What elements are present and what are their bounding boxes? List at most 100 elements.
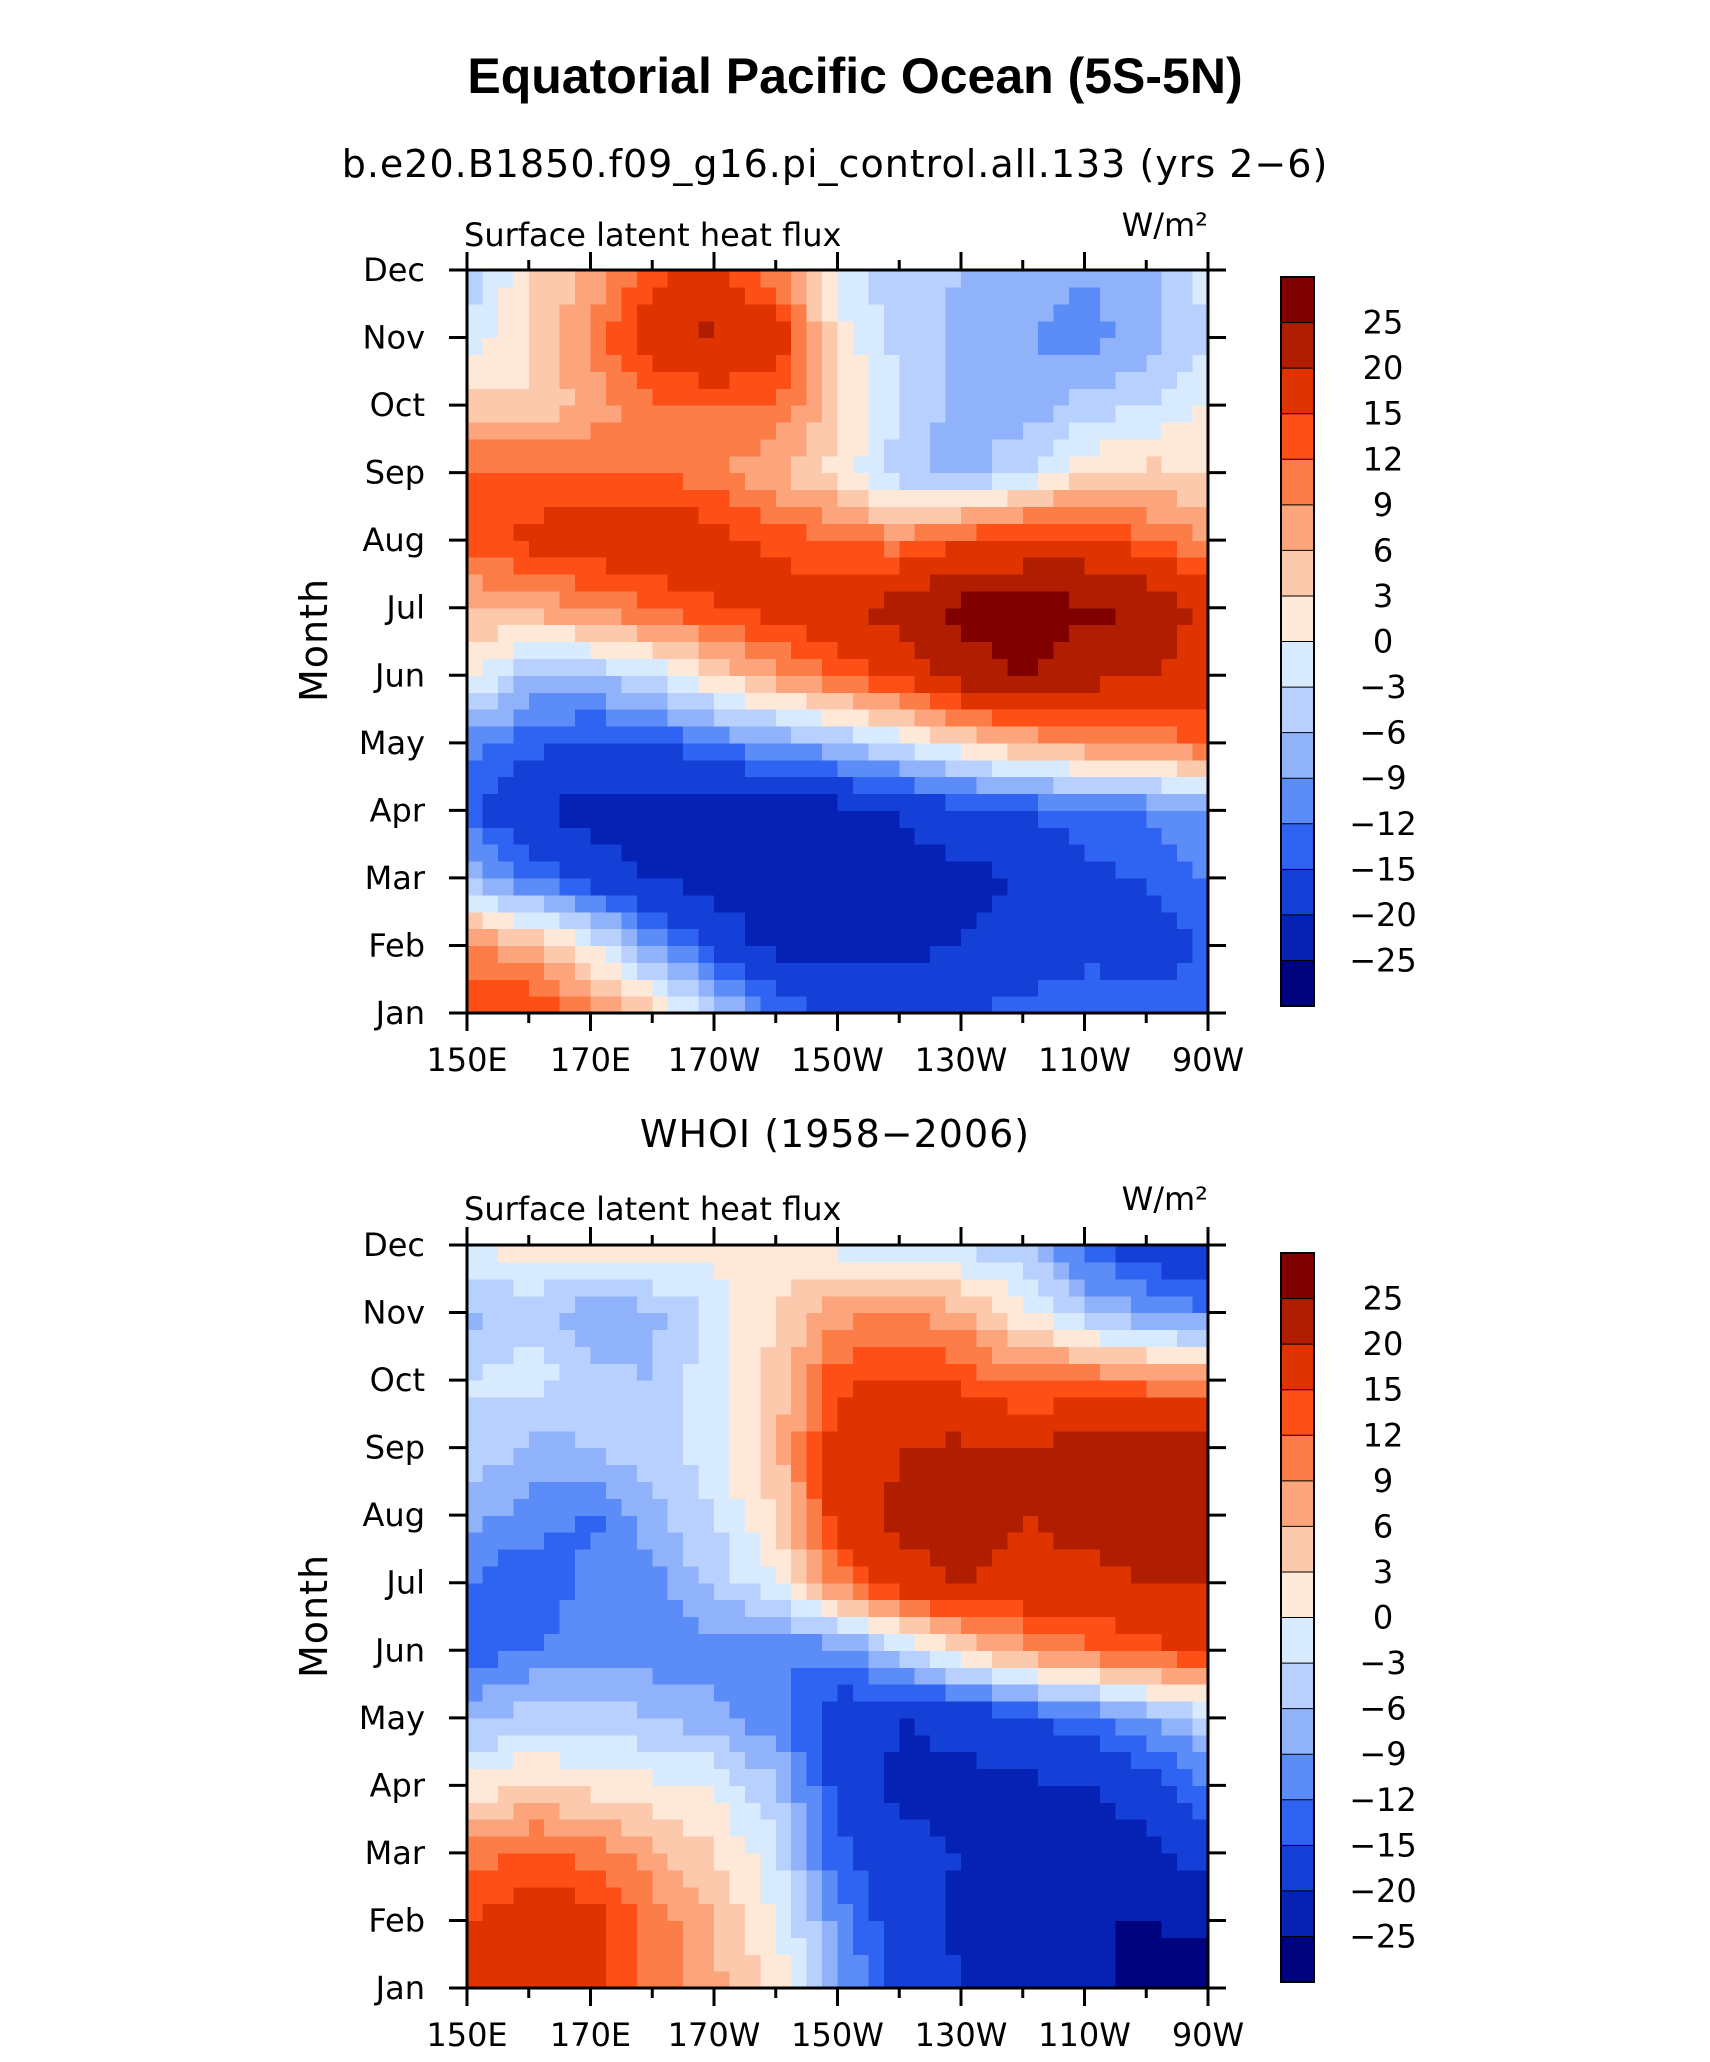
heatmap-cell bbox=[497, 1548, 514, 1567]
heatmap-cell bbox=[1192, 1582, 1209, 1601]
heatmap-cell bbox=[837, 1396, 854, 1415]
heatmap-cell bbox=[1007, 1532, 1024, 1550]
heatmap-cell bbox=[1007, 861, 1024, 879]
heatmap-cell bbox=[822, 793, 839, 811]
heatmap-cell bbox=[1069, 675, 1086, 693]
heatmap-cell bbox=[976, 286, 993, 305]
heatmap-cell bbox=[605, 675, 622, 693]
heatmap-cell bbox=[945, 1363, 962, 1381]
heatmap-cell bbox=[961, 1413, 978, 1432]
heatmap-cell bbox=[636, 1667, 653, 1685]
heatmap-cell bbox=[636, 1650, 653, 1668]
heatmap-cell bbox=[791, 1498, 808, 1516]
heatmap-cell bbox=[961, 1937, 978, 1955]
heatmap-cell bbox=[714, 742, 731, 761]
heatmap-cell bbox=[683, 472, 700, 491]
heatmap-cell bbox=[1115, 1261, 1132, 1280]
heatmap-cell bbox=[1161, 1903, 1178, 1922]
heatmap-cell bbox=[1022, 371, 1039, 389]
heatmap-cell bbox=[1022, 557, 1039, 575]
heatmap-cell bbox=[497, 472, 514, 491]
heatmap-cell bbox=[1038, 810, 1055, 828]
colorbar-label: 25 bbox=[1363, 1280, 1404, 1318]
heatmap-cell bbox=[837, 472, 854, 491]
heatmap-cell bbox=[467, 371, 484, 389]
heatmap-cell bbox=[760, 928, 777, 947]
heatmap-cell bbox=[1146, 1447, 1163, 1466]
heatmap-cell bbox=[559, 286, 576, 305]
heatmap-cell bbox=[945, 405, 962, 423]
heatmap-cell bbox=[822, 557, 839, 575]
heatmap-cell bbox=[1192, 1751, 1209, 1770]
heatmap-cell bbox=[961, 894, 978, 913]
heatmap-cell bbox=[1053, 405, 1070, 423]
heatmap-cell bbox=[636, 270, 653, 288]
heatmap-cell bbox=[559, 573, 576, 592]
heatmap-cell bbox=[744, 405, 761, 423]
heatmap-cell bbox=[1115, 489, 1132, 508]
heatmap-cell bbox=[899, 1616, 916, 1634]
heatmap-cell bbox=[1146, 725, 1163, 744]
heatmap-cell bbox=[791, 962, 808, 980]
heatmap-cell bbox=[837, 1684, 854, 1702]
heatmap-cell bbox=[883, 1278, 900, 1297]
heatmap-cell bbox=[1099, 1498, 1116, 1516]
heatmap-cell bbox=[544, 1836, 561, 1854]
heatmap-cell bbox=[1084, 1903, 1101, 1922]
heatmap-cell bbox=[883, 725, 900, 744]
heatmap-cell bbox=[1053, 709, 1070, 727]
heatmap-cell bbox=[513, 607, 530, 626]
heatmap-cell bbox=[1146, 1599, 1163, 1618]
heatmap-cell bbox=[1069, 624, 1086, 643]
heatmap-cell bbox=[775, 1346, 792, 1364]
heatmap-cell bbox=[513, 590, 530, 609]
heatmap-cell bbox=[497, 1937, 514, 1955]
heatmap-cell bbox=[1053, 675, 1070, 693]
heatmap-cell bbox=[1177, 1633, 1194, 1651]
heatmap-cell bbox=[1084, 1751, 1101, 1770]
heatmap-cell bbox=[559, 810, 576, 828]
heatmap-cell bbox=[1069, 1684, 1086, 1702]
heatmap-cell bbox=[791, 1245, 808, 1263]
heatmap-cell bbox=[1115, 1396, 1132, 1415]
heatmap-cell bbox=[667, 1346, 684, 1364]
heatmap-cell bbox=[1192, 540, 1209, 558]
heatmap-cell bbox=[559, 1245, 576, 1263]
heatmap-cell bbox=[544, 1869, 561, 1888]
heatmap-cell bbox=[1177, 911, 1194, 930]
heatmap-cell bbox=[1115, 759, 1132, 778]
heatmap-cell bbox=[467, 675, 484, 693]
heatmap-cell bbox=[652, 1261, 669, 1280]
heatmap-cell bbox=[1053, 1684, 1070, 1702]
heatmap-cell bbox=[714, 624, 731, 643]
heatmap-cell bbox=[837, 1700, 854, 1719]
heatmap-cell bbox=[852, 405, 869, 423]
heatmap-cell bbox=[914, 1836, 931, 1854]
heatmap-cell bbox=[1161, 1751, 1178, 1770]
heatmap-cell bbox=[497, 557, 514, 575]
heatmap-cell bbox=[467, 1447, 484, 1466]
heatmap-cell bbox=[1115, 911, 1132, 930]
heatmap-cell bbox=[775, 979, 792, 997]
heatmap-cell bbox=[822, 523, 839, 541]
heatmap-cell bbox=[868, 1819, 885, 1837]
heatmap-cell bbox=[1130, 725, 1147, 744]
heatmap-cell bbox=[528, 1363, 545, 1381]
heatmap-cell bbox=[791, 1903, 808, 1922]
heatmap-cell bbox=[1084, 692, 1101, 710]
heatmap-cell bbox=[991, 1245, 1008, 1263]
heatmap-cell bbox=[652, 1785, 669, 1803]
heatmap-cell bbox=[621, 1396, 638, 1415]
heatmap-cell bbox=[559, 1565, 576, 1584]
heatmap-cell bbox=[914, 1734, 931, 1753]
heatmap-cell bbox=[1130, 1261, 1147, 1280]
heatmap-cell bbox=[1192, 1261, 1209, 1280]
heatmap-cell bbox=[1130, 911, 1147, 930]
heatmap-cell bbox=[590, 1667, 607, 1685]
heatmap-cell bbox=[775, 996, 792, 1014]
heatmap-cell bbox=[976, 928, 993, 947]
heatmap-cell bbox=[806, 405, 823, 423]
heatmap-cell bbox=[837, 1312, 854, 1331]
heatmap-cell bbox=[914, 1852, 931, 1871]
heatmap-cell bbox=[729, 1869, 746, 1888]
